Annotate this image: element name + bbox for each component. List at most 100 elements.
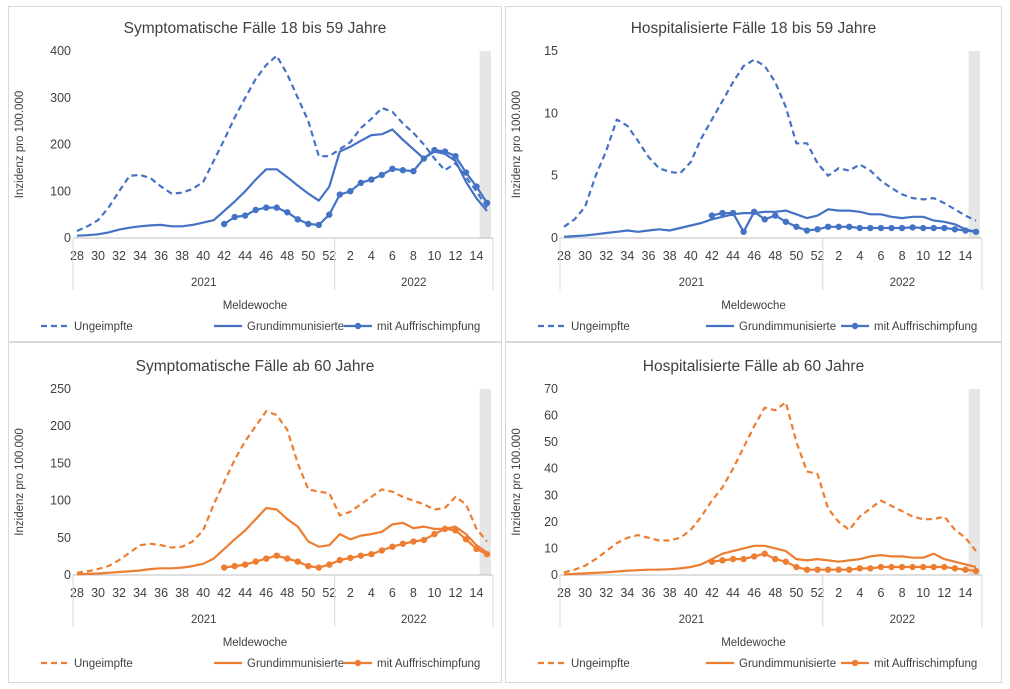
x-tick-label: 36	[154, 249, 168, 263]
x-tick-label: 10	[427, 586, 441, 600]
data-point	[473, 183, 480, 190]
y-axis-label: Inzidenz pro 100.000	[511, 428, 523, 535]
data-point	[462, 536, 470, 543]
y-tick-label: 60	[544, 409, 558, 423]
y-tick-label: 50	[57, 531, 71, 545]
series-line	[76, 410, 488, 574]
data-point	[357, 552, 365, 559]
y-tick-label: 40	[544, 462, 558, 476]
x-tick-label: 44	[726, 249, 740, 263]
x-tick-label: 52	[811, 586, 825, 600]
data-point	[242, 561, 249, 568]
preliminary-shade	[479, 389, 491, 575]
data-point	[326, 211, 333, 218]
x-tick-label: 14	[958, 249, 972, 263]
x-tick-label: 52	[811, 249, 825, 263]
data-point	[263, 555, 270, 562]
data-point	[793, 563, 800, 571]
x-tick-label: 14	[470, 586, 484, 600]
x-axis-label: Meldewoche	[721, 637, 786, 649]
data-point	[824, 223, 832, 230]
data-point	[782, 558, 790, 565]
x-tick-label: 12	[449, 586, 463, 600]
data-point	[909, 563, 916, 571]
x-axis-label: Meldewoche	[721, 300, 786, 312]
legend-label: Grundimmunisierte	[739, 321, 836, 333]
x-tick-label: 40	[196, 586, 210, 600]
y-axis-label: Inzidenz pro 100.000	[511, 91, 523, 198]
data-point	[909, 224, 916, 231]
chart-title: Hospitalisierte Fälle 18 bis 59 Jahre	[631, 20, 877, 37]
x-tick-label: 28	[557, 586, 571, 600]
chart-title: Symptomatische Fälle 18 bis 59 Jahre	[124, 20, 387, 37]
x-tick-label: 12	[937, 249, 951, 263]
x-tick-label: 12	[937, 586, 951, 600]
x-tick-label: 8	[410, 586, 417, 600]
y-tick-label: 400	[50, 44, 71, 58]
x-tick-label: 14	[958, 586, 972, 600]
data-point	[941, 224, 948, 232]
y-tick-label: 10	[544, 106, 558, 120]
x-tick-label: 44	[238, 249, 252, 263]
data-point	[462, 169, 470, 176]
x-tick-label: 2	[347, 249, 354, 263]
legend-label: mit Auffrischimpfung	[874, 321, 977, 333]
x-tick-label: 6	[877, 586, 884, 600]
x-axis-label: Meldewoche	[223, 637, 288, 649]
data-point	[835, 566, 842, 573]
x-tick-label: 48	[280, 586, 294, 600]
x-tick-label: 4	[368, 586, 375, 600]
x-tick-label: 40	[684, 249, 698, 263]
x-tick-label: 42	[705, 586, 719, 600]
x-tick-label: 6	[389, 586, 396, 600]
x-tick-label: 48	[768, 249, 782, 263]
chart-symptomatic-18-59: Symptomatische Fälle 18 bis 59 Jahre 0 100…	[14, 20, 494, 333]
x-tick-label: 38	[663, 249, 677, 263]
data-point	[252, 558, 259, 565]
chart-title: Symptomatische Fälle ab 60 Jahre	[136, 358, 375, 375]
year-label: 2022	[890, 614, 916, 626]
series-line	[223, 149, 488, 226]
series-line	[563, 208, 977, 238]
year-label: 2022	[401, 614, 427, 626]
x-tick-label: 52	[322, 586, 336, 600]
data-point	[220, 564, 228, 571]
legend-label: Ungeimpfte	[571, 658, 630, 670]
y-tick-label: 100	[50, 184, 71, 198]
y-tick-label: 250	[50, 382, 71, 396]
y-tick-label: 0	[551, 568, 558, 582]
data-point	[930, 563, 937, 571]
data-point	[441, 525, 449, 533]
data-point	[972, 228, 980, 235]
data-point	[772, 555, 779, 563]
data-point	[708, 558, 716, 565]
chart-hospitalized-60plus: Hospitalisierte Fälle ab 60 Jahre 0 10 20 30…	[511, 358, 983, 670]
data-point	[962, 227, 969, 234]
chart-panel-hospitalized-60plus: Hospitalisierte Fälle ab 60 Jahre 0 10 20 30…	[505, 342, 1002, 683]
y-tick-label: 200	[50, 138, 71, 152]
data-point	[867, 224, 874, 232]
data-point	[772, 212, 779, 219]
chart-hospitalized-18-59: Hospitalisierte Fälle 18 bis 59 Jahre 0 5 1…	[511, 20, 983, 333]
data-point	[793, 223, 800, 230]
x-tick-label: 38	[175, 586, 189, 600]
x-tick-label: 42	[705, 249, 719, 263]
data-point	[814, 566, 821, 573]
data-point	[231, 213, 238, 221]
x-tick-label: 10	[916, 586, 930, 600]
data-point	[867, 565, 874, 572]
data-point	[378, 547, 386, 554]
data-point	[441, 148, 449, 155]
data-point	[368, 550, 375, 558]
data-point	[877, 224, 885, 232]
x-tick-label: 38	[175, 249, 189, 263]
chart-symptomatic-60plus: Symptomatische Fälle ab 60 Jahre 0 50 100 15…	[14, 358, 494, 670]
legend-label: Grundimmunisierte	[739, 658, 836, 670]
data-point	[389, 165, 396, 173]
legend-marker	[851, 659, 859, 667]
year-label: 2022	[401, 277, 427, 289]
data-point	[824, 566, 832, 573]
x-tick-label: 12	[449, 249, 463, 263]
data-point	[898, 563, 906, 571]
data-point	[410, 167, 417, 175]
